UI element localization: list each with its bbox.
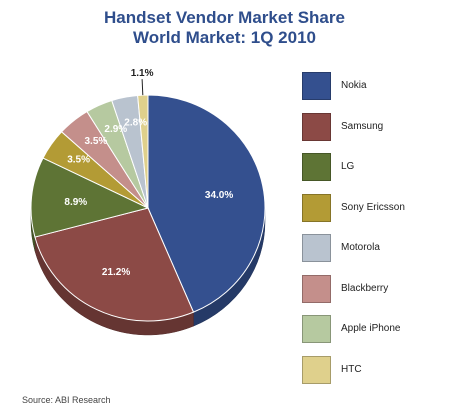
legend-item-samsung: Samsung [300, 112, 440, 141]
chart-title-line-2: World Market: 1Q 2010 [133, 28, 316, 47]
pie-slice-nokia [147, 94, 266, 313]
legend-swatch-nokia [302, 72, 331, 100]
slice-label-motorola: 2.8% [124, 118, 147, 129]
chart-title-line-1: Handset Vendor Market Share [104, 8, 345, 27]
slice-label-samsung: 21.2% [102, 267, 130, 278]
legend-item-lg: LG [300, 153, 440, 181]
legend-label-sony-ericsson: Sony Ericsson [341, 201, 405, 213]
slice-label-nokia: 34.0% [205, 190, 233, 201]
legend-label-motorola: Motorola [341, 242, 380, 253]
legend-swatch-lg [302, 153, 331, 181]
legend-swatch-samsung [302, 112, 331, 141]
legend-item-motorola: Motorola [300, 234, 440, 262]
pie-slice-samsung [34, 207, 195, 322]
slice-label-apple-iphone: 2.9% [104, 124, 127, 135]
legend-swatch-htc [302, 355, 331, 384]
slice-label-lg: 8.9% [64, 197, 87, 208]
legend-swatch-apple-iphone [302, 315, 331, 343]
legend-label-lg: LG [341, 161, 355, 172]
legend-label-htc: HTC [341, 363, 362, 375]
slice-label-blackberry: 3.5% [85, 136, 108, 147]
legend-item-blackberry: Blackberry [300, 274, 440, 303]
legend-item-sony-ericsson: Sony Ericsson [300, 193, 440, 222]
legend-swatch-motorola [302, 234, 331, 262]
legend-label-apple-iphone: Apple iPhone [341, 323, 401, 334]
leader-line-htc [141, 79, 144, 96]
slice-label-htc: 1.1% [131, 68, 154, 79]
pie-slice-lg [30, 157, 150, 238]
legend-label-blackberry: Blackberry [341, 282, 389, 294]
slice-label-sony-ericsson: 3.5% [67, 154, 90, 165]
legend-label-samsung: Samsung [341, 120, 384, 132]
pie-slice-htc [137, 94, 149, 209]
pie-slices [30, 94, 266, 322]
source-note: Source: ABI Research [22, 395, 111, 405]
legend-item-htc: HTC [300, 355, 440, 384]
chart-title: Handset Vendor Market Share World Market… [0, 8, 449, 48]
legend-label-nokia: Nokia [341, 80, 367, 91]
legend-swatch-blackberry [302, 274, 331, 303]
pie-labels: 34.0%21.2%8.9%3.5%3.5%2.9%2.8%1.1% [64, 68, 233, 278]
legend-item-apple-iphone: Apple iPhone [300, 315, 440, 343]
legend-swatch-sony-ericsson [302, 193, 331, 222]
legend-item-nokia: Nokia [300, 72, 440, 100]
